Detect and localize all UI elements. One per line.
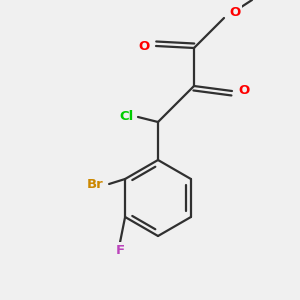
Text: O: O: [238, 85, 250, 98]
Text: Br: Br: [87, 178, 103, 190]
Text: O: O: [138, 40, 150, 52]
Text: F: F: [116, 244, 125, 256]
Text: O: O: [229, 7, 240, 20]
Text: Cl: Cl: [119, 110, 133, 124]
